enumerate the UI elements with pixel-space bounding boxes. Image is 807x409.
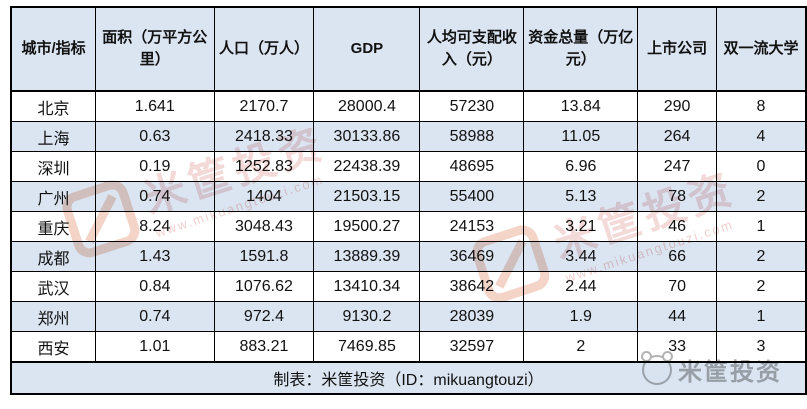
value-cell: 1 [715, 301, 807, 332]
table-header: 城市/指标 面积（万平方公里） 人口（万人） GDP 人均可支配收入（元） 资金… [10, 6, 807, 92]
city-cell: 西安 [10, 331, 97, 363]
table-row: 成都 1.43 1591.8 13889.39 36469 3.44 66 2 [10, 241, 807, 272]
value-cell: 57230 [419, 90, 525, 122]
value-cell: 48695 [419, 151, 525, 182]
city-cell: 郑州 [10, 301, 97, 332]
column-header-area: 面积（万平方公里） [95, 6, 215, 92]
table-row: 上海 0.63 2418.33 30133.86 58988 11.05 264 4 [10, 121, 807, 152]
value-cell: 44 [637, 301, 717, 332]
table-body: 北京 1.641 2170.7 28000.4 57230 13.84 290 8 上海 0.63… [10, 90, 807, 363]
value-cell: 1252.83 [213, 151, 315, 182]
table-row: 郑州 0.74 972.4 9130.2 28039 1.9 44 1 [10, 301, 807, 332]
value-cell: 4 [715, 121, 807, 152]
table-row: 深圳 0.19 1252.83 22438.39 48695 6.96 247 0 [10, 151, 807, 182]
value-cell: 972.4 [213, 301, 315, 332]
value-cell: 0 [715, 151, 807, 182]
value-cell: 2 [523, 331, 639, 363]
city-cell: 上海 [10, 121, 97, 152]
value-cell: 2.44 [523, 271, 639, 302]
value-cell: 2 [715, 271, 807, 302]
column-header-gdp: GDP [313, 6, 421, 92]
value-cell: 9130.2 [313, 301, 421, 332]
value-cell: 1591.8 [213, 241, 315, 272]
footer-row: 制表：米筐投资（ID：mikuangtouzi） [10, 361, 807, 395]
value-cell: 66 [637, 241, 717, 272]
value-cell: 11.05 [523, 121, 639, 152]
value-cell: 1076.62 [213, 271, 315, 302]
value-cell: 22438.39 [313, 151, 421, 182]
value-cell: 883.21 [213, 331, 315, 363]
city-cell: 成都 [10, 241, 97, 272]
value-cell: 24153 [419, 211, 525, 242]
value-cell: 28039 [419, 301, 525, 332]
value-cell: 8 [715, 90, 807, 122]
value-cell: 78 [637, 181, 717, 212]
column-header-population: 人口（万人） [213, 6, 315, 92]
value-cell: 28000.4 [313, 90, 421, 122]
value-cell: 36469 [419, 241, 525, 272]
value-cell: 6.96 [523, 151, 639, 182]
value-cell: 0.19 [95, 151, 215, 182]
value-cell: 1.641 [95, 90, 215, 122]
value-cell: 30133.86 [313, 121, 421, 152]
value-cell: 1 [715, 211, 807, 242]
value-cell: 0.63 [95, 121, 215, 152]
city-cell: 北京 [10, 90, 97, 122]
value-cell: 2 [715, 241, 807, 272]
value-cell: 5.13 [523, 181, 639, 212]
city-cell: 深圳 [10, 151, 97, 182]
column-header-income: 人均可支配收入（元） [419, 6, 525, 92]
value-cell: 19500.27 [313, 211, 421, 242]
value-cell: 264 [637, 121, 717, 152]
value-cell: 0.74 [95, 301, 215, 332]
value-cell: 21503.15 [313, 181, 421, 212]
table-container: 城市/指标 面积（万平方公里） 人口（万人） GDP 人均可支配收入（元） 资金… [10, 6, 807, 395]
value-cell: 8.24 [95, 211, 215, 242]
value-cell: 46 [637, 211, 717, 242]
table-row: 武汉 0.84 1076.62 13410.34 38642 2.44 70 2 [10, 271, 807, 302]
value-cell: 1404 [213, 181, 315, 212]
value-cell: 7469.85 [313, 331, 421, 363]
table-foot: 制表：米筐投资（ID：mikuangtouzi） [10, 361, 807, 395]
value-cell: 2418.33 [213, 121, 315, 152]
value-cell: 1.43 [95, 241, 215, 272]
city-cell: 武汉 [10, 271, 97, 302]
value-cell: 32597 [419, 331, 525, 363]
value-cell: 3.21 [523, 211, 639, 242]
value-cell: 58988 [419, 121, 525, 152]
table-row: 广州 0.74 1404 21503.15 55400 5.13 78 2 [10, 181, 807, 212]
value-cell: 290 [637, 90, 717, 122]
value-cell: 247 [637, 151, 717, 182]
table-row: 北京 1.641 2170.7 28000.4 57230 13.84 290 8 [10, 90, 807, 122]
header-row: 城市/指标 面积（万平方公里） 人口（万人） GDP 人均可支配收入（元） 资金… [10, 6, 807, 92]
value-cell: 13410.34 [313, 271, 421, 302]
value-cell: 38642 [419, 271, 525, 302]
value-cell: 3 [715, 331, 807, 363]
city-cell: 广州 [10, 181, 97, 212]
table-footer-note: 制表：米筐投资（ID：mikuangtouzi） [10, 361, 807, 395]
column-header-city: 城市/指标 [10, 6, 97, 92]
value-cell: 13.84 [523, 90, 639, 122]
value-cell: 3.44 [523, 241, 639, 272]
table-row: 重庆 8.24 3048.43 19500.27 24153 3.21 46 1 [10, 211, 807, 242]
city-comparison-table: 城市/指标 面积（万平方公里） 人口（万人） GDP 人均可支配收入（元） 资金… [10, 6, 807, 395]
city-cell: 重庆 [10, 211, 97, 242]
column-header-funds: 资金总量（万亿元） [523, 6, 639, 92]
value-cell: 13889.39 [313, 241, 421, 272]
value-cell: 2 [715, 181, 807, 212]
value-cell: 2170.7 [213, 90, 315, 122]
value-cell: 1.01 [95, 331, 215, 363]
column-header-listed-cos: 上市公司 [637, 6, 717, 92]
column-header-universities: 双一流大学 [715, 6, 807, 92]
value-cell: 0.84 [95, 271, 215, 302]
value-cell: 55400 [419, 181, 525, 212]
table-row: 西安 1.01 883.21 7469.85 32597 2 33 3 [10, 331, 807, 363]
value-cell: 1.9 [523, 301, 639, 332]
value-cell: 3048.43 [213, 211, 315, 242]
value-cell: 33 [637, 331, 717, 363]
value-cell: 0.74 [95, 181, 215, 212]
value-cell: 70 [637, 271, 717, 302]
